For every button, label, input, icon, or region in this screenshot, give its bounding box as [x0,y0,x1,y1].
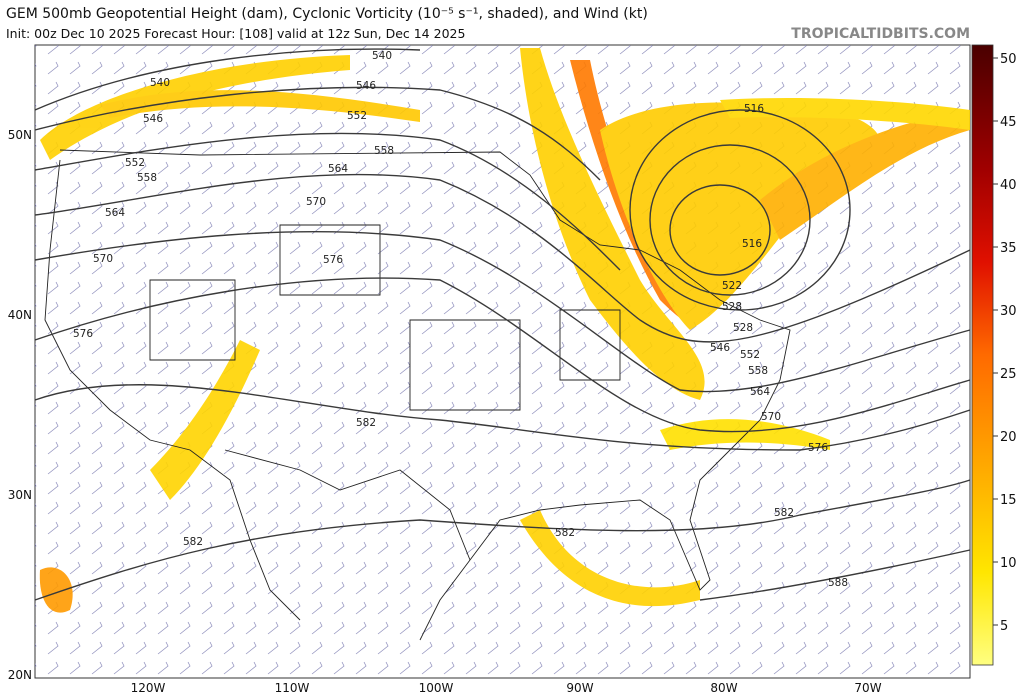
contour-label: 528 [733,322,753,334]
contour-label: 522 [722,280,742,292]
longitude-label: 70W [854,681,881,695]
colorbar-scale [971,44,994,666]
borders [44,149,791,641]
contour-label: 540 [150,77,170,89]
contour-label: 516 [742,238,762,250]
contour-label: 582 [356,417,376,429]
longitude-label: 120W [131,681,166,695]
colorbar-label: 40 [1000,178,1017,193]
contour-label: 570 [761,411,781,423]
colorbar-label: 20 [1000,430,1017,445]
axis-labels: 50N 40N 30N 20N 120W 110W 100W 90W 80W 70W [8,128,882,695]
longitude-label: 110W [275,681,310,695]
longitude-label: 90W [566,681,593,695]
contour-label: 576 [323,254,343,266]
contour-label: 528 [722,301,742,313]
contour-label: 558 [374,145,394,157]
colorbar-label: 35 [1000,241,1017,256]
contour-label: 588 [828,577,848,589]
colorbar-label: 45 [1000,115,1017,130]
contour-label: 564 [105,207,125,219]
contour-label: 540 [372,50,392,62]
contour-label: 564 [750,386,770,398]
contour-label: 546 [356,80,376,92]
contour-label: 576 [73,328,93,340]
height-contours [34,48,971,601]
latitude-label: 40N [8,308,32,322]
contour-label: 576 [808,442,828,454]
colorbar-label: 25 [1000,367,1017,382]
map: 5405405465465525525585585645645705705765… [8,44,971,695]
contour-label: 558 [137,172,157,184]
contour-label: 516 [744,103,764,115]
contour-label: 582 [183,536,203,548]
colorbar-label: 5 [1000,619,1008,634]
contour-label: 570 [93,253,113,265]
colorbar-label: 10 [1000,556,1017,571]
longitude-label: 100W [419,681,454,695]
contour-label: 582 [774,507,794,519]
contour-label: 558 [748,365,768,377]
latitude-label: 20N [8,668,32,682]
contour-label: 546 [710,342,730,354]
contour-label: 552 [740,349,760,361]
colorbar-label: 30 [1000,304,1017,319]
contour-label: 570 [306,196,326,208]
longitude-label: 80W [710,681,737,695]
contour-label: 546 [143,113,163,125]
latitude-label: 50N [8,128,32,142]
contour-label: 582 [555,527,575,539]
colorbar: 5 10 15 20 25 30 35 40 45 50 [971,44,1017,666]
latitude-label: 30N [8,488,32,502]
contour-label: 564 [328,163,348,175]
contour-label: 552 [125,157,145,169]
contour-label: 552 [347,110,367,122]
colorbar-label: 50 [1000,52,1017,67]
watermark: TROPICALTIDBITS.COM [791,26,970,42]
subtitle: Init: 00z Dec 10 2025 Forecast Hour: [10… [6,26,465,41]
vorticity-shading [39,48,970,613]
colorbar-label: 15 [1000,493,1017,508]
contour-labels: 540 540 546 546 552 552 558 558 564 564 570 570 576 5… [73,50,848,589]
title: GEM 500mb Geopotential Height (dam), Cyc… [6,6,648,22]
